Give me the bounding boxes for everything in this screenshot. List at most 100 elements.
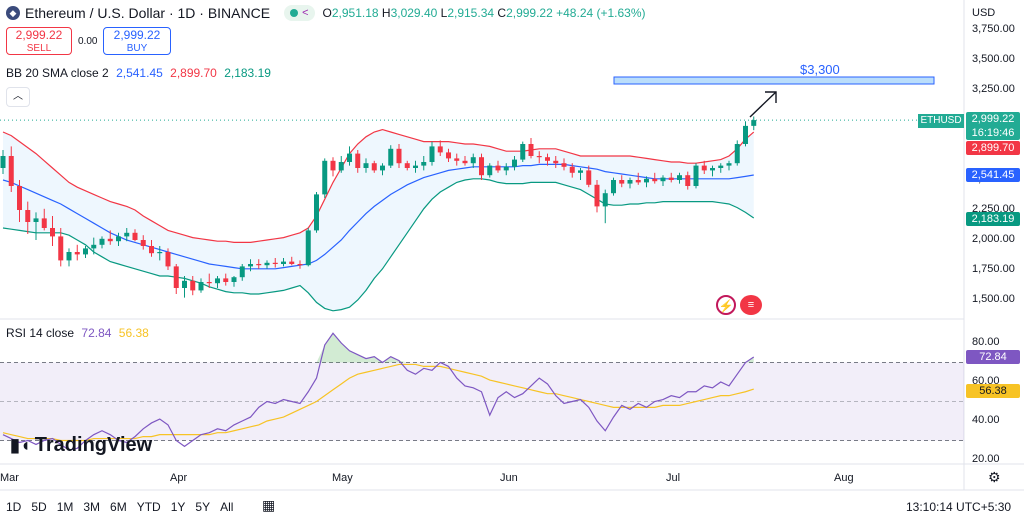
candle-body	[553, 160, 559, 164]
candle-body	[116, 236, 121, 242]
candle-body	[536, 156, 542, 158]
candle-body	[74, 252, 80, 255]
buy-button[interactable]: 2,999.22 BUY	[103, 27, 171, 55]
candle-body	[561, 163, 567, 167]
candle-body	[91, 244, 97, 249]
candle-body	[437, 146, 443, 153]
brand-name: TradingView	[34, 434, 153, 456]
timeframe-bar[interactable]: 1D 5D 1M 3M 6M YTD 1Y 5Y All	[6, 500, 243, 514]
candle-body	[701, 165, 707, 171]
rsi-ma-tag: 56.38	[966, 384, 1020, 398]
timeframe-button[interactable]: All	[220, 500, 234, 514]
sell-button[interactable]: 2,999.22 SELL	[6, 27, 72, 55]
timeframe-button[interactable]: 1Y	[170, 500, 186, 514]
collapse-icon[interactable]: ︿	[6, 87, 30, 107]
candle-body	[462, 160, 468, 164]
bb-basis-line	[2, 163, 754, 270]
candle-body	[198, 282, 204, 291]
arrow-head	[765, 91, 777, 103]
time-axis-label: Aug	[834, 472, 854, 484]
symbol-title[interactable]: Ethereum / U.S. Dollar · 1D · BINANCE	[25, 5, 271, 21]
candle-body	[363, 163, 369, 168]
candle-body	[347, 153, 352, 162]
status-pill[interactable]: <	[284, 5, 315, 21]
candle-body	[734, 144, 740, 164]
time-axis-label: Jun	[500, 472, 518, 484]
tradingview-logo[interactable]: ▮◖ TradingView	[10, 434, 152, 457]
bb-legend[interactable]: BB 20 SMA close 2 2,541.45 2,899.70 2,18…	[6, 66, 271, 80]
candle-body	[413, 165, 418, 168]
buy-label: BUY	[126, 43, 148, 54]
candle-body	[446, 152, 451, 159]
price-axis-label: 3,250.00	[972, 83, 1015, 95]
flag-icon[interactable]: ≡	[740, 295, 762, 315]
candle-body	[223, 278, 229, 282]
candle-body	[305, 230, 311, 266]
sell-price: 2,999.22	[15, 28, 63, 42]
candle-body	[578, 170, 583, 173]
candle-body	[281, 261, 286, 264]
candle-body	[99, 238, 105, 245]
candle-body	[677, 175, 682, 180]
time-axis-label: Jul	[666, 472, 681, 484]
timeframe-button[interactable]: 3M	[83, 500, 101, 514]
lightning-icon[interactable]: ⚡	[716, 295, 736, 315]
rsi-axis-label: 80.00	[972, 336, 1000, 348]
currency-selector[interactable]: USD	[972, 7, 996, 19]
eth-logo-icon: ◆	[6, 6, 20, 20]
candle-body	[66, 252, 72, 261]
candle-body	[404, 163, 410, 168]
candle-body	[421, 162, 427, 166]
time-axis-label: May	[332, 472, 353, 484]
candle-body	[289, 261, 295, 264]
rsi-line	[2, 332, 755, 451]
bb-fill	[3, 129, 754, 311]
bb-basis-value: 2,541.45	[116, 66, 163, 80]
bb-upper-value: 2,899.70	[170, 66, 217, 80]
candle-body	[371, 163, 377, 171]
bb-lower-line	[2, 178, 755, 312]
candle-body	[173, 266, 179, 288]
candle-body	[83, 248, 88, 255]
candle-body	[190, 280, 196, 291]
candle-body	[470, 157, 476, 164]
price-axis-label: 3,750.00	[972, 23, 1015, 35]
market-open-dot	[290, 9, 299, 17]
candle-body	[660, 177, 666, 182]
timeframe-button[interactable]: 5D	[31, 500, 47, 514]
time-axis-label: Mar	[0, 472, 19, 484]
countdown-value: 16:19:46	[971, 127, 1015, 139]
clock[interactable]: 13:10:14 UTC+5:30	[906, 500, 1012, 514]
bb-label: BB 20 SMA close 2	[6, 66, 109, 80]
calendar-range-icon[interactable]: ▦	[262, 497, 276, 513]
timeframe-button[interactable]: 5Y	[195, 500, 211, 514]
candle-body	[0, 156, 6, 168]
candle-body	[355, 153, 361, 168]
candle-body	[503, 166, 509, 171]
rsi-ma-line	[2, 363, 754, 442]
candle-body	[338, 162, 344, 171]
candle-body	[726, 163, 732, 166]
candle-body	[429, 146, 435, 162]
timeframe-button[interactable]: 1M	[56, 500, 74, 514]
last-price-tag: 2,999.22 16:19:46	[966, 112, 1020, 140]
candle-body	[586, 170, 592, 185]
timeframe-button[interactable]: 1D	[6, 500, 22, 514]
sell-label: SELL	[26, 43, 52, 54]
candle-body	[611, 180, 616, 194]
candle-body	[388, 148, 394, 166]
candle-body	[322, 160, 328, 195]
rsi-ma-value: 56.38	[118, 326, 149, 340]
candle-body	[50, 228, 55, 237]
settings-icon[interactable]: ⚙	[988, 469, 1001, 485]
target-price-label[interactable]: $3,300	[800, 62, 840, 77]
timeframe-button[interactable]: YTD	[136, 500, 161, 514]
rsi-legend[interactable]: RSI 14 close 72.84 56.38	[6, 326, 149, 340]
candle-body	[528, 144, 534, 156]
timeframe-button[interactable]: 6M	[110, 500, 127, 514]
candle-body	[710, 168, 715, 171]
candle-body	[215, 278, 220, 284]
ohlc-values: O2,951.18 H3,029.40 L2,915.34 C2,999.22 …	[322, 6, 646, 20]
symbol-header[interactable]: ◆ Ethereum / U.S. Dollar · 1D · BINANCE …	[6, 4, 646, 22]
